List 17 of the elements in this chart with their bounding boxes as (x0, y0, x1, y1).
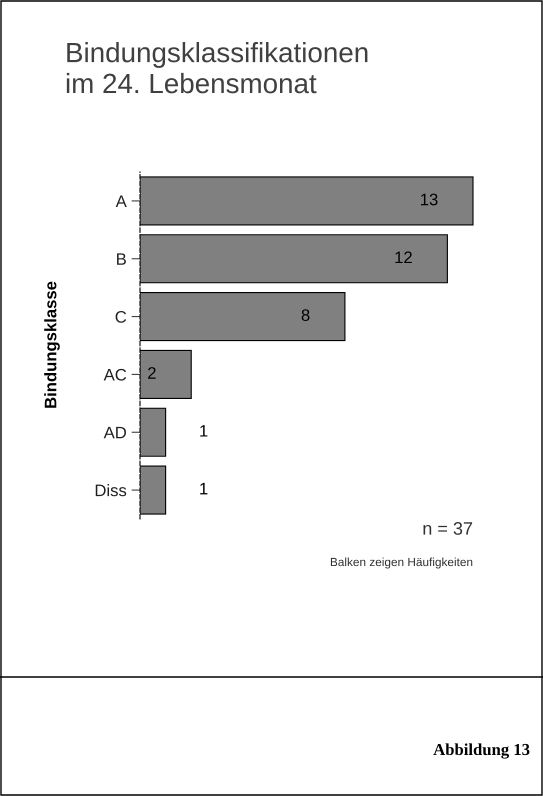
data-label: 1 (200, 425, 208, 437)
text: Abbildung 13 (433, 743, 530, 759)
y-tick-label: AC (104, 368, 126, 381)
chart-title: Bindungsklassifikationen im 24. Lebensmonat (66, 42, 368, 94)
data-label: 1 (200, 482, 208, 494)
text: n = 37 (424, 522, 472, 535)
y-tick-label: Diss (96, 484, 126, 496)
y-tick-label: AD (104, 426, 126, 438)
y-tick-label: A (116, 195, 127, 207)
y-tick-label: C (116, 310, 126, 323)
data-label: 12 (395, 251, 412, 264)
data-label: 8 (302, 309, 310, 322)
data-label: 2 (148, 367, 156, 379)
data-label: 13 (421, 194, 438, 206)
y-tick-label: B (117, 253, 126, 265)
text: Balken zeigen Häufigkeiten (330, 557, 472, 569)
y-axis-title: Bindungsklasse (44, 282, 60, 408)
